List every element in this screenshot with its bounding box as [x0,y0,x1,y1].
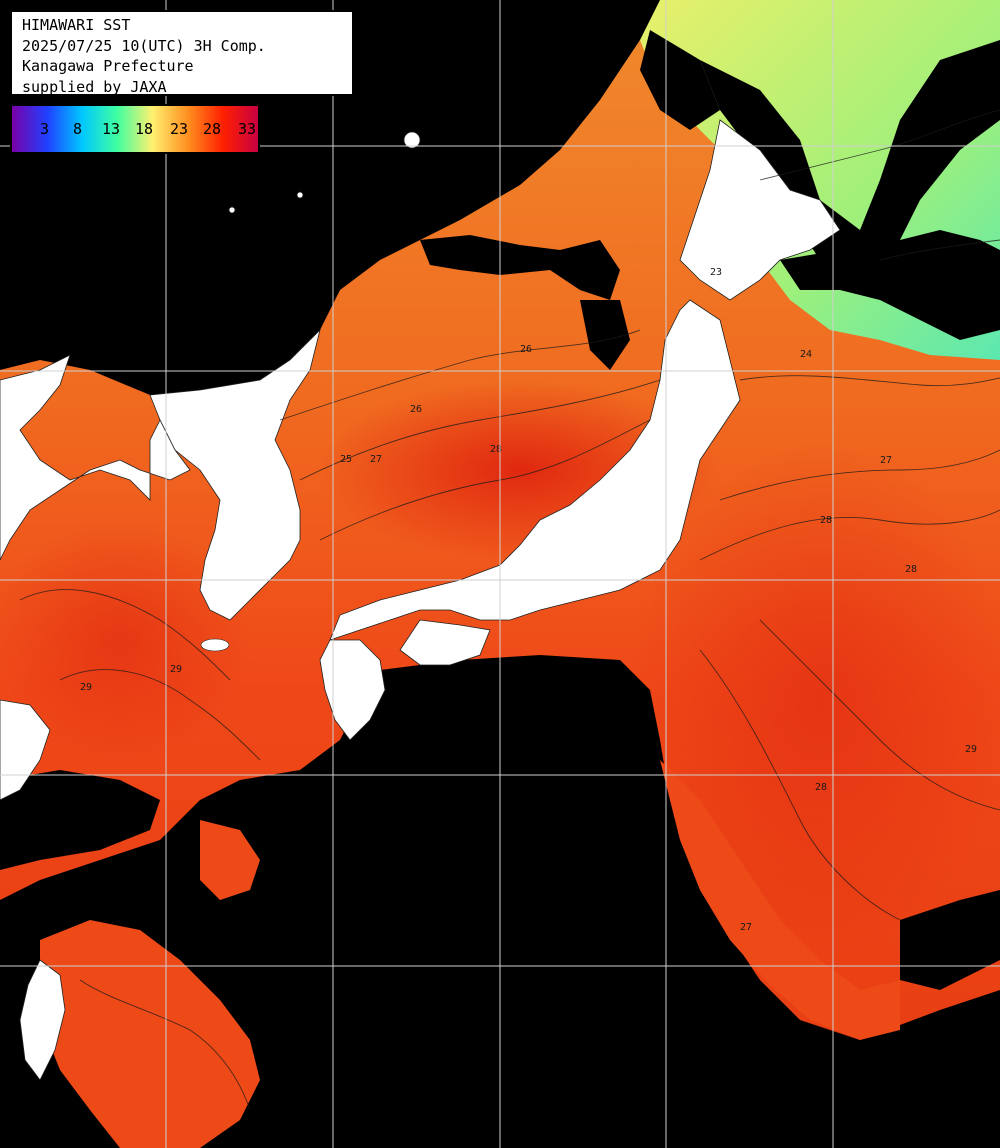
contour-label: 28 [815,782,827,793]
island [296,191,304,199]
contour-label: 28 [490,444,502,455]
contour-labels: 26 27 28 28 24 23 28 29 29 29 27 28 27 2… [80,267,977,933]
land [0,119,841,1081]
shikoku-island [399,619,491,666]
contour-label: 25 [340,454,352,465]
sea-patches [40,760,900,1148]
contour-label: 29 [170,664,182,675]
taiwan-island [19,959,66,1081]
contour-label: 27 [370,454,382,465]
asian-mainland [0,354,191,561]
legend-tick: 28 [203,120,222,138]
legend-tick: 13 [102,120,121,138]
observation-time: 2025/07/25 10(UTC) 3H Comp. [22,36,266,55]
legend-tick: 3 [40,120,50,138]
contour-label: 27 [740,922,752,933]
warm-sea-core [630,440,1000,960]
contour-label: 24 [800,349,812,360]
map-info-box: HIMAWARI SST 2025/07/25 10(UTC) 3H Comp.… [10,10,354,96]
sst-contours [19,109,1000,1111]
contour-label: 27 [880,455,892,466]
contour-label: 29 [80,682,92,693]
temperature-color-legend: 3 8 13 18 23 28 33 [10,104,260,154]
korean-peninsula [149,328,321,621]
legend-tick: 23 [170,120,189,138]
legend-tick: 18 [135,120,154,138]
region-name: Kanagawa Prefecture [22,57,194,75]
kyushu-island [319,639,386,741]
contour-label: 29 [965,744,977,755]
legend-tick: 33 [238,120,257,138]
product-title: HIMAWARI SST [22,16,131,34]
legend-tick: 8 [73,120,83,138]
seto-inland-sea [200,638,230,652]
contour-label: 23 [710,267,722,278]
data-credit: supplied by JAXA [22,77,167,96]
island [228,206,236,214]
hokkaido-island [679,119,841,301]
honshu-island [329,299,741,641]
contour-label: 26 [520,344,532,355]
contour-label: 28 [820,515,832,526]
contour-label: 26 [410,404,422,415]
contour-label: 28 [905,564,917,575]
island [403,131,421,149]
